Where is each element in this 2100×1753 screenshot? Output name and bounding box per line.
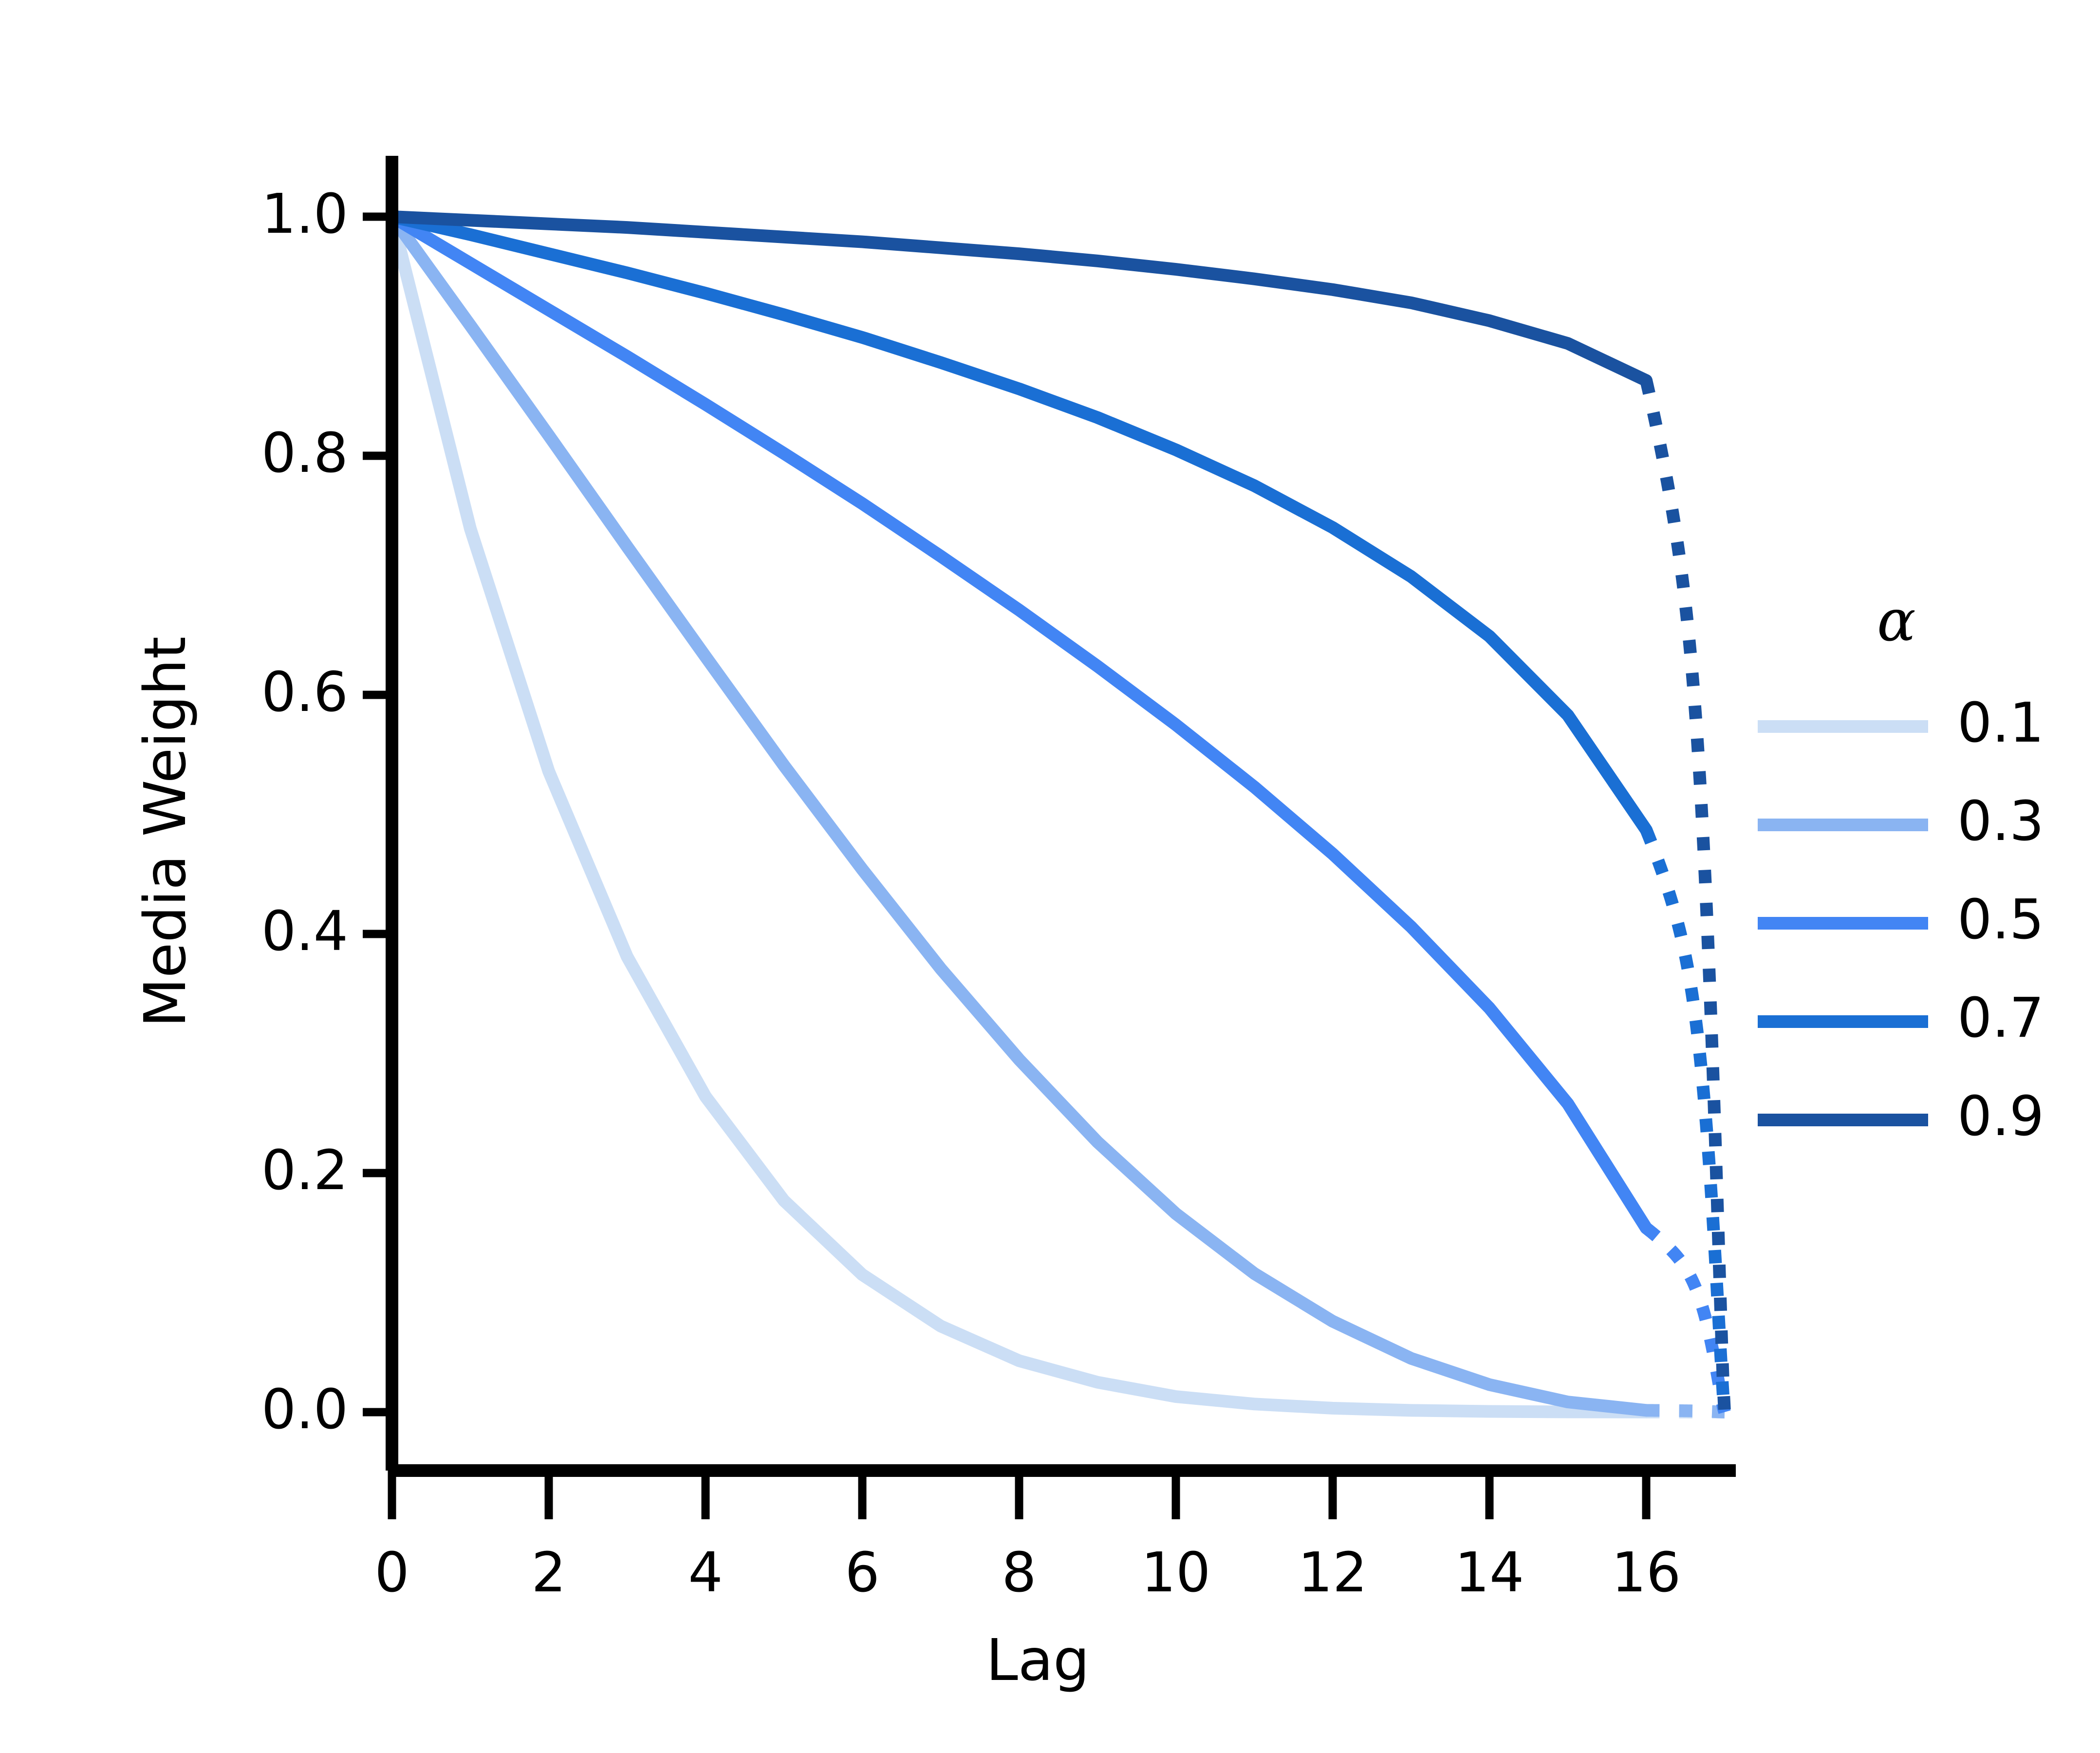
data-curves-group	[386, 210, 1731, 1418]
axis-spines-group	[386, 156, 1736, 1477]
x-tick-label: 12	[1298, 1541, 1368, 1604]
legend-label-alpha-0.3: 0.3	[1957, 790, 2044, 853]
legend-label-alpha-0.9: 0.9	[1957, 1085, 2044, 1148]
y-tick-label: 0.8	[261, 422, 348, 485]
curve-solid-alpha-0.7	[386, 210, 1653, 837]
x-tick-label: 10	[1141, 1541, 1211, 1604]
legend-swatch-group	[1758, 720, 1928, 1126]
curve-solid-alpha-0.1	[386, 210, 1653, 1418]
legend-label-alpha-0.5: 0.5	[1957, 888, 2044, 951]
y-tick-label: 0.0	[261, 1378, 348, 1441]
y-axis-title: Media Weight	[131, 636, 199, 1027]
y-tick-label: 1.0	[261, 183, 348, 246]
legend-title: α	[1877, 587, 1916, 654]
x-tick-label: 6	[845, 1541, 880, 1604]
curve-solid-alpha-0.3	[386, 210, 1653, 1417]
legend-label-alpha-0.7: 0.7	[1957, 987, 2044, 1050]
x-tick-label: 4	[688, 1541, 723, 1604]
y-tick-label: 0.4	[261, 900, 348, 963]
curve-dotted-alpha-0.5	[1642, 1223, 1731, 1414]
curve-solid-alpha-0.5	[386, 210, 1653, 1234]
x-tick-label: 14	[1454, 1541, 1524, 1604]
curve-dotted-alpha-0.3	[1646, 1404, 1725, 1418]
curve-dotted-alpha-0.7	[1640, 827, 1731, 1413]
legend-label-alpha-0.1: 0.1	[1957, 691, 2044, 755]
x-tick-label: 8	[1002, 1541, 1037, 1604]
y-tick-label: 0.2	[261, 1139, 348, 1202]
x-tick-label: 2	[531, 1541, 566, 1604]
axis-ticks-group	[363, 212, 1651, 1519]
y-tick-label: 0.6	[261, 661, 348, 724]
x-tick-label: 16	[1611, 1541, 1681, 1604]
curve-solid-alpha-0.9	[386, 210, 1653, 387]
x-axis-title: Lag	[986, 1626, 1090, 1694]
x-tick-label: 0	[374, 1541, 409, 1604]
